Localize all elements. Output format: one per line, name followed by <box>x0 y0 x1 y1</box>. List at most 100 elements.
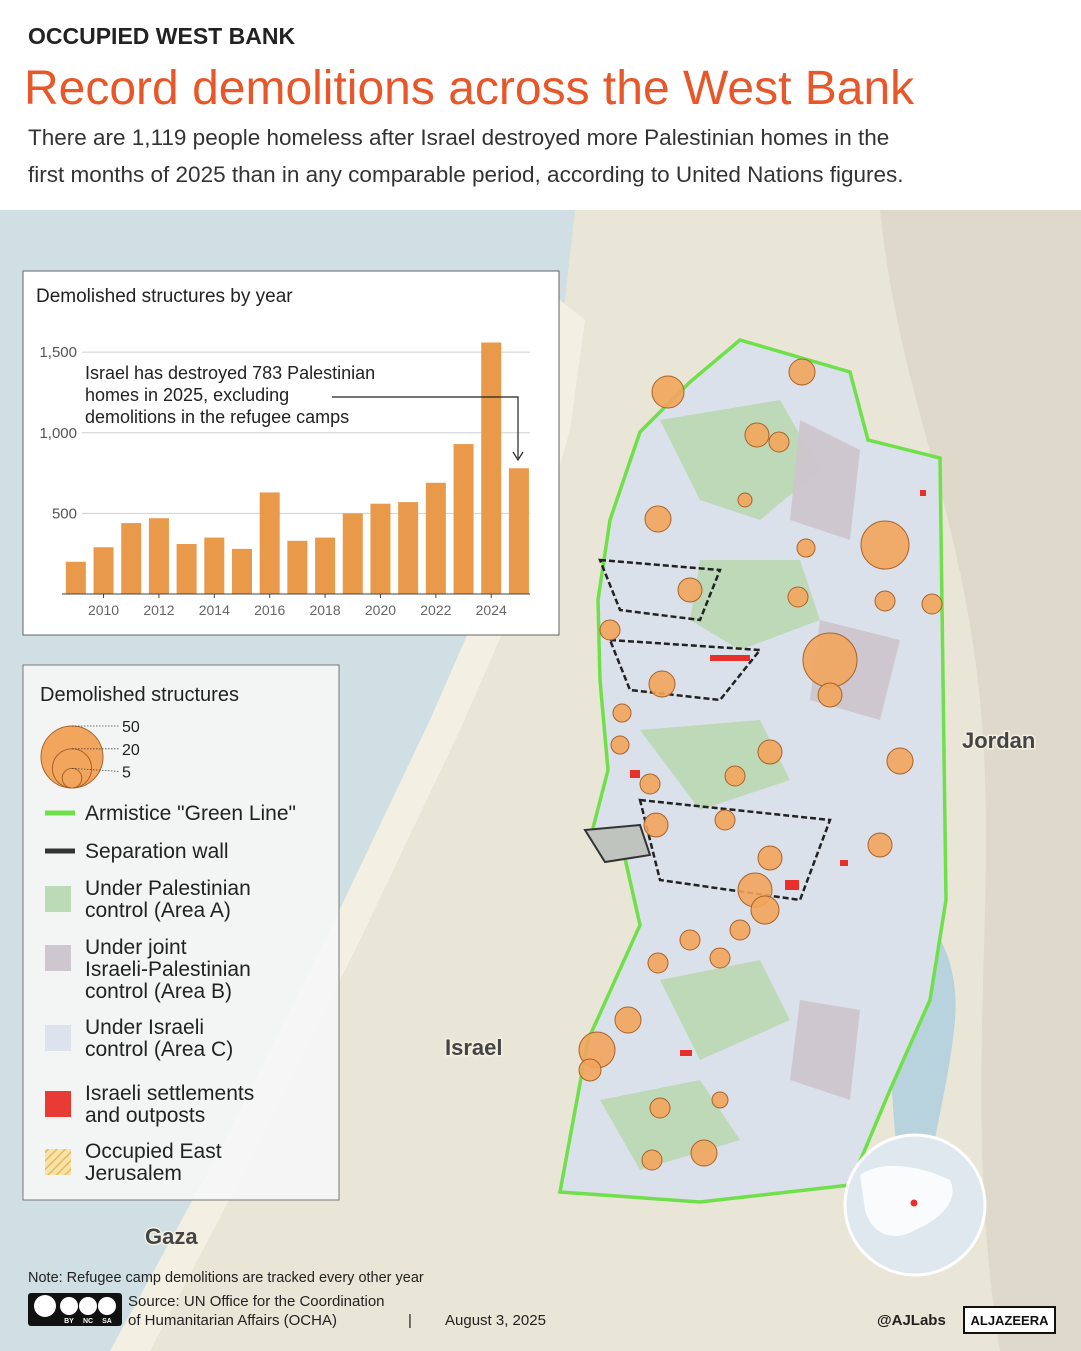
bar <box>176 544 197 594</box>
bar <box>342 513 363 594</box>
x-tick-label: 2016 <box>254 602 285 618</box>
x-tick-label: 2020 <box>365 602 396 618</box>
bar <box>121 523 142 594</box>
legend-label: Israeli-Palestinian <box>85 958 251 981</box>
place-label: Gaza <box>145 1224 198 1249</box>
settlement <box>840 860 848 866</box>
place-label: Israel <box>445 1035 503 1060</box>
place-label: Jordan <box>962 728 1035 753</box>
bar <box>259 492 280 594</box>
legend-label: Under joint <box>85 936 187 959</box>
legend-label: Under Palestinian <box>85 877 251 900</box>
cc-badge <box>28 1293 122 1326</box>
area-b <box>790 420 900 1100</box>
enclave <box>583 823 652 864</box>
kicker: OCCUPIED WEST BANK <box>28 23 295 49</box>
globe-marker <box>910 1199 918 1207</box>
settlement <box>680 1050 692 1056</box>
legend-label: and outposts <box>85 1104 205 1127</box>
legend-label: Jerusalem <box>85 1162 182 1185</box>
y-tick-label: 1,500 <box>39 344 77 361</box>
bar <box>287 540 308 594</box>
bar <box>508 468 529 594</box>
x-tick-label: 2012 <box>143 602 174 618</box>
annotation: Israel has destroyed 783 Palestinian <box>85 363 375 383</box>
globe-land <box>860 1165 953 1237</box>
subtitle-line: first months of 2025 than in any compara… <box>28 162 904 187</box>
legend-title: Demolished structures <box>40 684 239 706</box>
settlement <box>785 880 799 890</box>
legend: 50 20 5 Armistice "Green Line" Separation wa… <box>40 719 296 1185</box>
header-bg <box>0 0 1081 210</box>
title: Record demolitions across the West Bank <box>24 62 915 115</box>
size-label: 5 <box>122 764 131 781</box>
annotation: demolitions in the refugee camps <box>85 407 349 427</box>
legend-label: Armistice "Green Line" <box>85 802 296 825</box>
y-tick-label: 1,000 <box>39 425 77 442</box>
legend-label: Occupied East <box>85 1140 222 1163</box>
settlements <box>630 490 926 1056</box>
separation-wall <box>598 558 832 902</box>
x-tick-label: 2024 <box>476 602 507 618</box>
chart-title: Demolished structures by year <box>36 286 293 307</box>
cc-label: BY <box>64 1318 74 1325</box>
legend-swatch <box>45 886 71 912</box>
source-line: of Humanitarian Affairs (OCHA) <box>128 1312 337 1329</box>
bar <box>93 547 114 594</box>
separator: | <box>408 1312 412 1329</box>
x-tick-label: 2014 <box>199 602 230 618</box>
map-labels: Jordan Israel Gaza <box>144 727 1037 1251</box>
cc-icon <box>98 1297 116 1315</box>
logo-box <box>963 1306 1056 1334</box>
jordan-hills <box>880 210 1081 1351</box>
bar <box>148 518 169 594</box>
bar <box>370 503 391 594</box>
annotation-arrow <box>332 396 519 458</box>
cc-icon <box>79 1297 97 1315</box>
x-tick-label: 2018 <box>309 602 340 618</box>
size-label: 20 <box>122 742 140 759</box>
legend-swatch <box>45 945 71 971</box>
cc-label: NC <box>83 1318 93 1325</box>
area-a <box>600 400 820 1170</box>
bar <box>232 548 252 594</box>
subtitle-line: There are 1,119 people homeless after Is… <box>28 125 889 150</box>
settlement <box>710 655 750 661</box>
size-circle <box>61 767 83 789</box>
bar <box>65 561 86 594</box>
note: Note: Refugee camp demolitions are track… <box>28 1270 424 1286</box>
cc-labels: BY NC SA <box>64 1318 112 1325</box>
legend-swatch <box>45 1149 71 1175</box>
demolition-circles <box>578 358 943 1171</box>
source-line: Source: UN Office for the Coordination <box>128 1293 385 1310</box>
legend-swatch <box>45 1091 71 1117</box>
bar <box>204 537 225 594</box>
cc-icon <box>34 1295 56 1317</box>
legend-label: Under Israeli <box>85 1016 204 1039</box>
y-tick-label: 500 <box>52 505 77 522</box>
annotation-arrowhead <box>512 451 524 462</box>
annotation: homes in 2025, excluding <box>85 385 289 405</box>
size-leader <box>71 767 120 772</box>
bar <box>425 482 446 594</box>
subtitle: There are 1,119 people homeless after Is… <box>28 125 904 187</box>
settlement <box>920 490 926 496</box>
date: August 3, 2025 <box>445 1312 546 1329</box>
bar <box>481 342 502 594</box>
legend-label: Separation wall <box>85 840 229 863</box>
locator-globe <box>843 1133 987 1277</box>
source: Source: UN Office for the Coordination of… <box>128 1293 385 1329</box>
legend-label: control (Area A) <box>85 899 231 922</box>
legend-label: Israeli settlements <box>85 1082 254 1105</box>
cc-icon <box>60 1297 78 1315</box>
legend-label: control (Area B) <box>85 980 232 1003</box>
bar <box>453 444 474 594</box>
bar <box>398 502 419 594</box>
x-tick-label: 2022 <box>420 602 451 618</box>
logo: ALJAZEERA <box>970 1313 1049 1328</box>
bar <box>315 537 336 594</box>
size-label: 50 <box>122 719 140 736</box>
handle: @AJLabs <box>877 1312 946 1329</box>
cc-label: SA <box>102 1318 112 1325</box>
